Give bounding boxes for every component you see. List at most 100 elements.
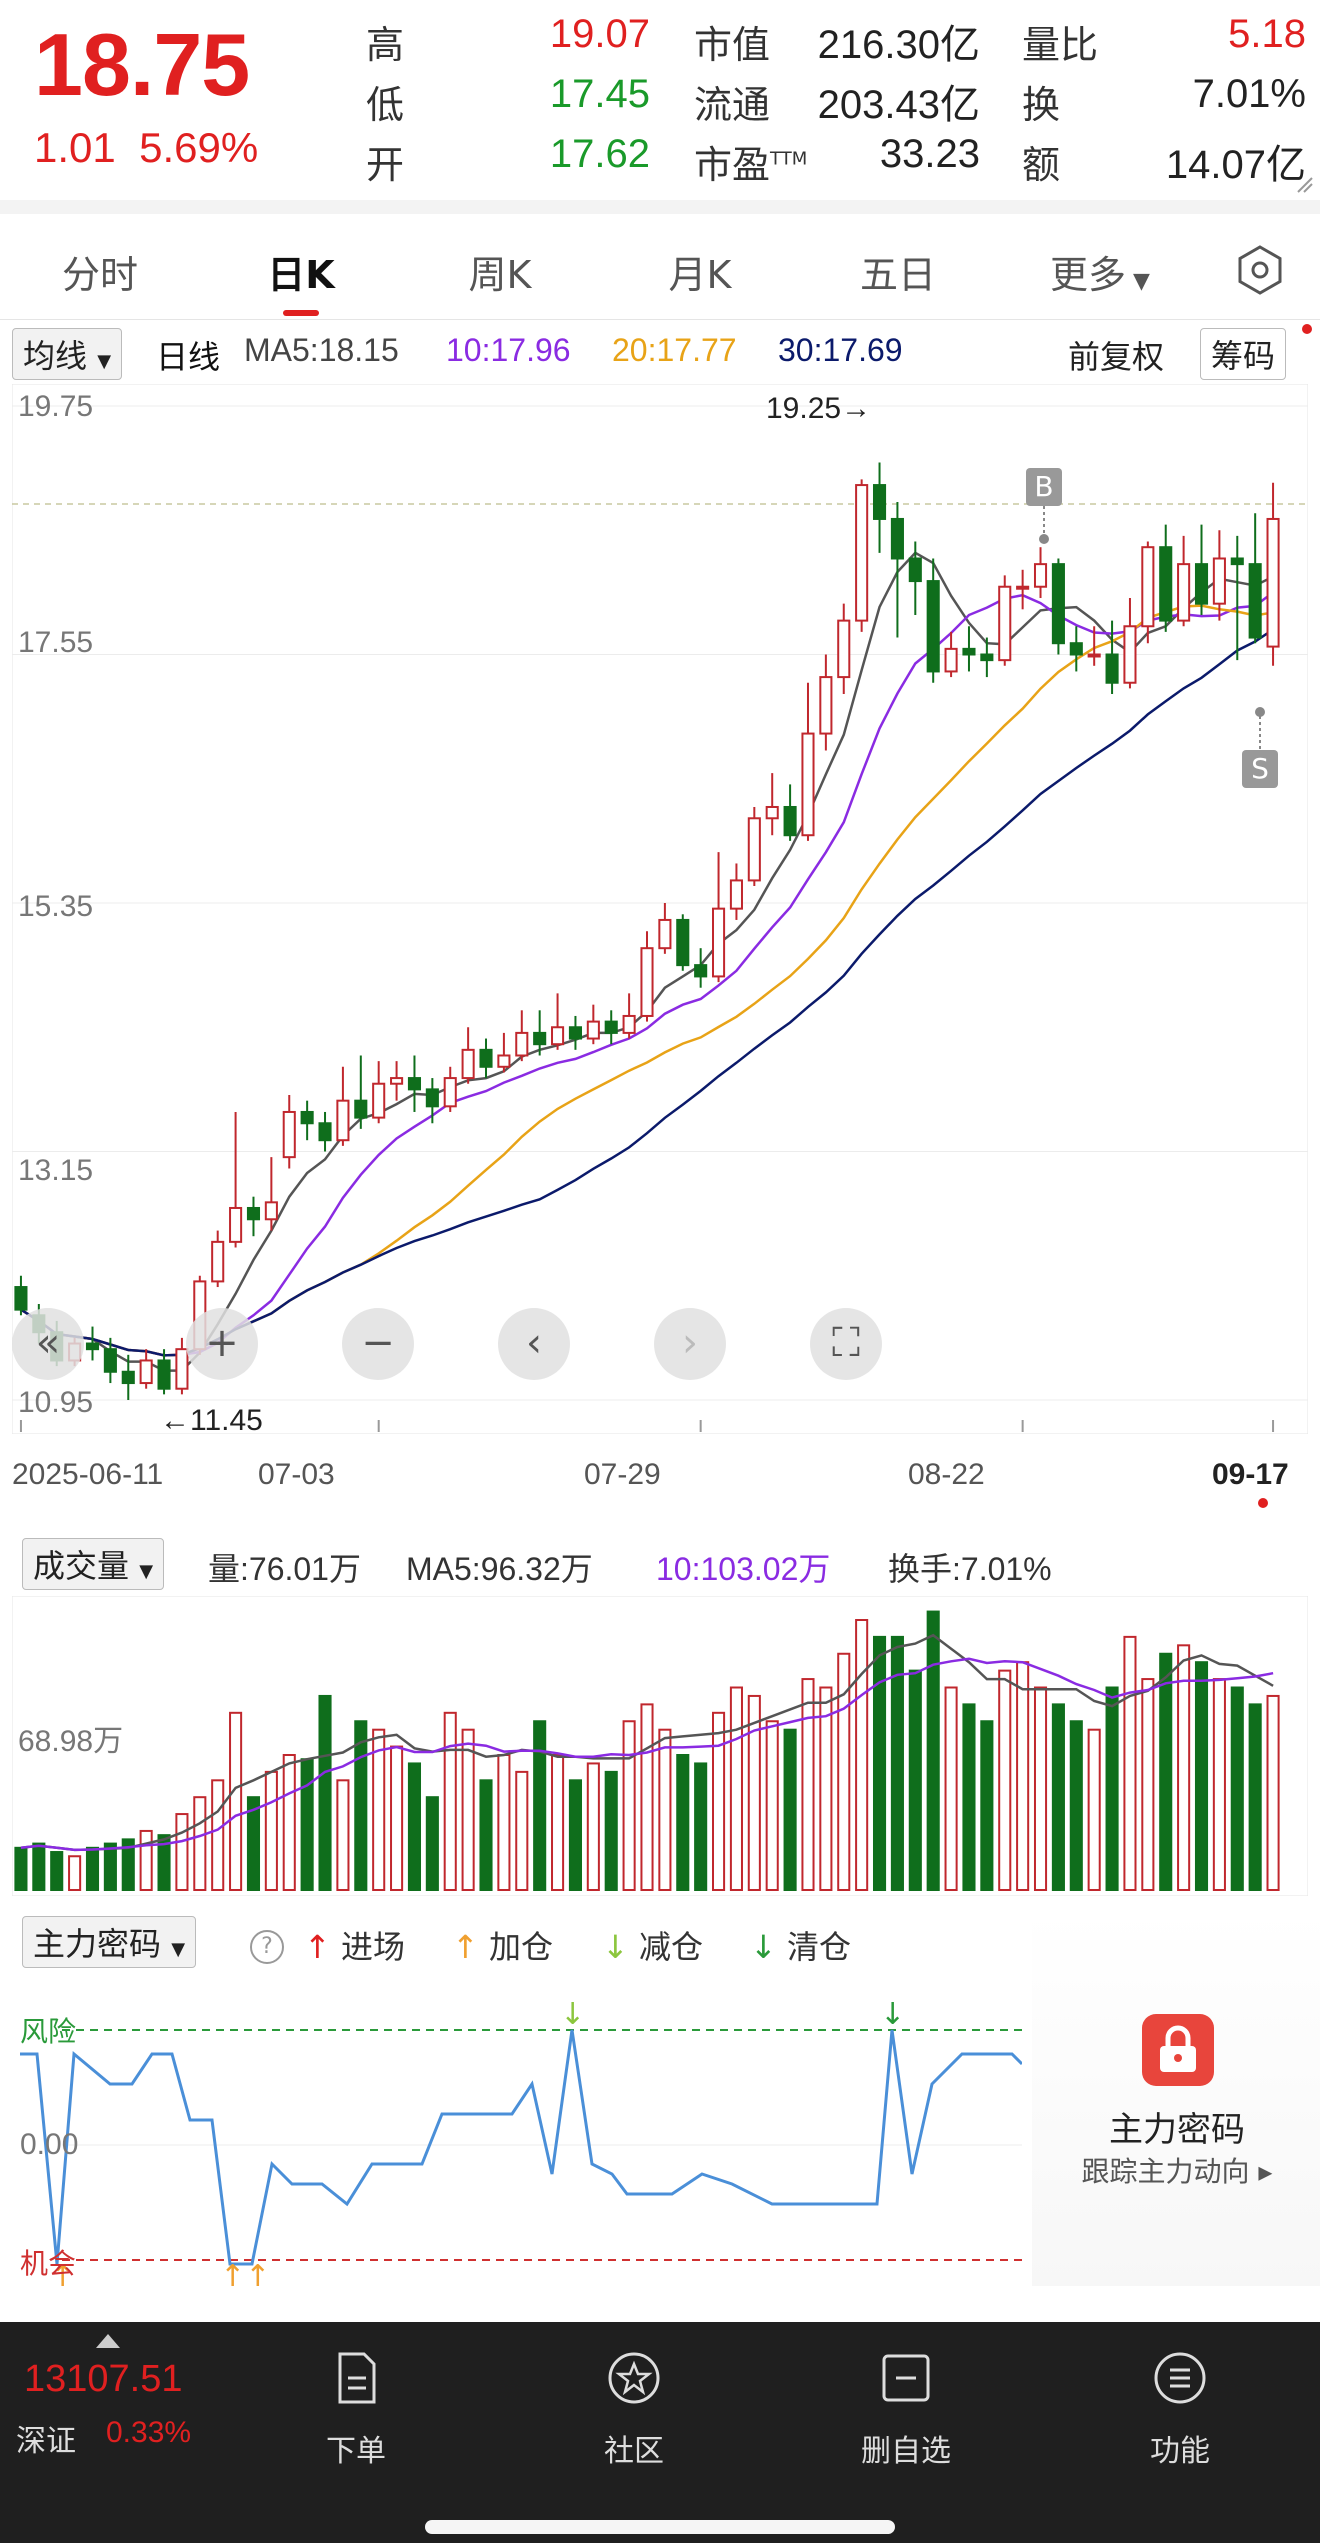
sell-marker[interactable]: S	[1242, 750, 1278, 788]
candle-body-29	[533, 1031, 547, 1046]
volume-bar-13	[246, 1796, 261, 1891]
volume-ratio-value: 5.18	[1228, 12, 1306, 56]
candle-body-62	[1123, 625, 1137, 684]
volume-bar-38	[694, 1762, 708, 1892]
expand-up-icon[interactable]	[96, 2334, 120, 2348]
adjust-mode[interactable]: 前复权	[1068, 339, 1165, 375]
legend-clear: ↓ 清仓	[750, 1922, 851, 1968]
candle-body-45	[819, 676, 833, 735]
volume-chart[interactable]: 68.98万	[11, 1595, 1309, 1897]
risk-label: 风险	[20, 2015, 77, 2048]
candle-body-17	[318, 1122, 332, 1142]
volume-bar-9	[175, 1813, 189, 1892]
volume-bar-50	[908, 1669, 922, 1892]
volume-ma5-line	[20, 1633, 1274, 1852]
kline-chart[interactable]: 19.75 17.55 15.35 13.15 10.95 19.25→ ←11…	[11, 383, 1309, 1508]
candle-body-25	[461, 1048, 475, 1080]
index-value[interactable]: 13107.51	[24, 2358, 183, 2400]
volume-bar-45	[819, 1686, 833, 1891]
tab-daily-k[interactable]: 日K	[267, 253, 335, 297]
card-subtitle-text: 跟踪主力动向	[1081, 2155, 1250, 2188]
volume-bar-47	[855, 1619, 869, 1891]
tab-more[interactable]: 更多 ▼	[1030, 244, 1170, 299]
candle-body-13	[246, 1206, 261, 1221]
y-tick-4: 13.15	[18, 1154, 94, 1187]
volume-ma10-line	[20, 1657, 1274, 1852]
expand-corner-icon[interactable]	[1296, 176, 1314, 194]
chips-button[interactable]: 筹码	[1200, 328, 1287, 380]
card-title: 主力密码	[1109, 2110, 1245, 2150]
volume-mode-dropdown[interactable]: 成交量 ▼	[22, 1538, 165, 1590]
volume-bar-31	[568, 1779, 582, 1891]
chance-label: 机会	[20, 2247, 77, 2280]
ma5-value: MA5:18.15	[244, 332, 399, 368]
main-force-line	[20, 2029, 1022, 2266]
candle-body-23	[425, 1088, 439, 1108]
ma-mode-dropdown[interactable]: 均线 ▼	[12, 328, 123, 380]
candle-body-28	[515, 1031, 529, 1057]
index-percent: 0.33%	[106, 2416, 192, 2449]
star-circle-icon	[608, 2352, 660, 2404]
volume-bar-69	[1248, 1703, 1262, 1891]
candle-body-16	[300, 1110, 314, 1125]
tab-weekly-k[interactable]: 周K	[468, 253, 532, 297]
volume-bar-1	[32, 1842, 46, 1891]
candle-body-31	[568, 1026, 582, 1040]
main-force-promo-card[interactable]: 主力密码 跟踪主力动向 ▸	[1032, 1910, 1320, 2286]
candle-body-52	[944, 647, 958, 673]
period-label: 日线	[156, 339, 221, 375]
zoom-in-button[interactable]: +	[186, 1308, 258, 1380]
volume-bar-64	[1159, 1652, 1173, 1891]
volume-bar-41	[747, 1694, 761, 1891]
legend-reduce-label: 减仓	[638, 1928, 703, 1966]
candle-body-21	[390, 1077, 404, 1085]
volume-bar-40	[729, 1686, 743, 1891]
volume-bar-16	[300, 1758, 314, 1891]
document-icon	[338, 2352, 376, 2404]
main-force-dropdown[interactable]: 主力密码 ▼	[22, 1916, 197, 1968]
community-button[interactable]: 社区	[544, 2340, 724, 2470]
help-icon[interactable]: ?	[250, 1930, 284, 1964]
tab-five-day[interactable]: 五日	[859, 253, 936, 297]
scroll-left-fast-button[interactable]: «	[12, 1308, 84, 1380]
candle-body-44	[801, 732, 815, 837]
candle-body-8	[157, 1359, 171, 1390]
volume-bar-58	[1051, 1703, 1065, 1891]
tab-intraday[interactable]: 分时	[61, 253, 138, 297]
volume-bar-22	[407, 1762, 422, 1892]
volume-bar-63	[1141, 1678, 1155, 1891]
float-label: 流通	[694, 83, 771, 127]
candle-body-53	[962, 647, 976, 656]
caret-down-icon: ▼	[1126, 269, 1150, 294]
zoom-out-button[interactable]: −	[342, 1308, 414, 1380]
volume-bar-17	[318, 1694, 332, 1891]
kline-svg	[11, 383, 1309, 1435]
volume-bar-33	[604, 1770, 618, 1891]
candle-body-42	[765, 805, 779, 820]
pe-value: 33.23	[879, 132, 980, 176]
candle-body-11	[211, 1240, 225, 1283]
settings-hexagon-icon[interactable]	[1234, 244, 1286, 296]
home-indicator	[425, 2520, 895, 2534]
amount-label: 额	[1022, 143, 1061, 187]
scroll-left-button[interactable]: ‹	[498, 1308, 570, 1380]
candle-body-14	[264, 1201, 278, 1221]
sell-marker-stem	[1255, 707, 1265, 750]
fullscreen-button[interactable]: ⛶	[810, 1308, 882, 1380]
main-force-panel: 主力密码 ▼ ? ↑ 进场 ↑ 加仓 ↓ 减仓 ↓ 清仓 ↓ ↓ ↑ ↑↑ 风险…	[12, 1910, 1320, 2286]
y-tick-3: 15.35	[18, 890, 94, 923]
mktcap-label: 市值	[694, 23, 771, 67]
buy-marker[interactable]: B	[1026, 468, 1062, 506]
ma-mode-label: 均线	[23, 337, 88, 375]
scroll-right-button[interactable]: ›	[654, 1308, 726, 1380]
volume-ma-lines	[20, 1633, 1274, 1852]
x-tick-3: 07-29	[584, 1458, 661, 1491]
tab-monthly-k[interactable]: 月K	[668, 253, 732, 297]
functions-button[interactable]: 功能	[1090, 2340, 1270, 2470]
order-button[interactable]: 下单	[266, 2340, 446, 2470]
remove-watchlist-button[interactable]: 删自选	[816, 2340, 996, 2470]
turnover-value: 7.01%	[1192, 72, 1306, 116]
candle-body-35	[640, 947, 654, 1017]
quote-header: 18.75 1.01 5.69% 高 19.07 低 17.45 开 17.62…	[0, 0, 1320, 200]
volume-bar-32	[586, 1762, 600, 1892]
